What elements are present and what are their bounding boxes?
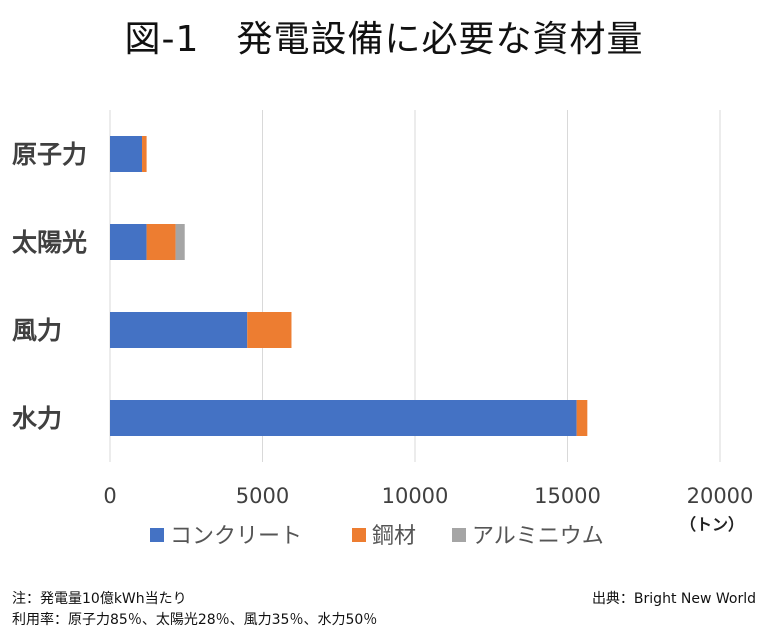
bar-segment [110, 136, 143, 172]
legend-label: アルミニウム [472, 524, 604, 549]
legend: コンクリート 鋼材 アルミニウム [150, 524, 604, 549]
legend-swatch [452, 528, 466, 542]
bar-segment [142, 136, 147, 172]
legend-swatch [150, 528, 164, 542]
bar-segment [175, 224, 185, 260]
bar-segment [576, 400, 588, 436]
x-tick-label: 0 [103, 484, 116, 508]
category-label: 風力 [12, 316, 62, 345]
bar-segment [110, 312, 248, 348]
bar-segment [110, 400, 577, 436]
x-tick-label: 15000 [534, 484, 601, 508]
note-generation: 注：発電量10億kWh当たり [12, 591, 187, 607]
x-tick-label: 20000 [687, 484, 754, 508]
legend-label: コンクリート [170, 524, 302, 549]
x-unit-label: （トン） [680, 515, 744, 534]
chart-title: 図-1 発電設備に必要な資材量 [124, 19, 644, 60]
bar-segment [247, 312, 292, 348]
legend-label: 鋼材 [372, 524, 416, 549]
category-label: 原子力 [12, 140, 87, 169]
category-label: 太陽光 [12, 228, 87, 257]
bar-segment [146, 224, 176, 260]
bar-segment [110, 224, 147, 260]
legend-swatch [352, 528, 366, 542]
category-label: 水力 [12, 404, 62, 433]
x-tick-label: 5000 [236, 484, 289, 508]
x-tick-labels: 0 5000 10000 15000 20000 [103, 484, 753, 508]
bars [110, 136, 588, 436]
source-credit: 出典：Bright New World [591, 591, 756, 607]
x-tick-label: 10000 [382, 484, 449, 508]
note-capacity-factor: 利用率：原子力85％、太陽光28％、風力35％、水力50％ [12, 612, 378, 628]
